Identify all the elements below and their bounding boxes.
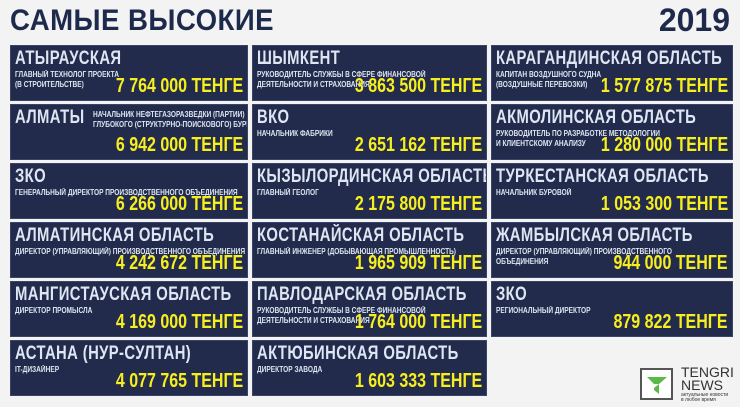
job-title: НАЧАЛЬНИК НЕФТЕГАЗОРАЗВЕДКИ (ПАРТИИ) ГЛУ… — [93, 110, 247, 129]
job-title: ГЛАВНЫЙ ТЕХНОЛОГ ПРОЕКТА (В СТРОИТЕЛЬСТВ… — [15, 70, 119, 89]
job-title: ГЛАВНЫЙ ИНЖЕНЕР (ДОБЫВАЮЩАЯ ПРОМЫШЛЕННОС… — [257, 247, 456, 256]
salary-amount: 3 863 500 ТЕНГЕ — [354, 75, 482, 97]
job-title: ДИРЕКТОР (УПРАВЛЯЮЩИЙ) ПРОИЗВОДСТВЕННОГО… — [15, 247, 246, 256]
salary-amount: 6 942 000 ТЕНГЕ — [115, 134, 243, 156]
region-name: АТЫРАУСКАЯ — [15, 48, 122, 69]
salary-card: КАРАГАНДИНСКАЯ ОБЛАСТЬ КАПИТАН ВОЗДУШНОГ… — [491, 45, 733, 101]
job-title: ДИРЕКТОР (УПРАВЛЯЮЩИЙ) ПРОИЗВОДСТВЕННОГО… — [496, 247, 672, 266]
region-name: ЖАМБЫЛСКАЯ ОБЛАСТЬ — [496, 225, 693, 246]
region-name: КАРАГАНДИНСКАЯ ОБЛАСТЬ — [496, 48, 723, 69]
salary-amount: 1 965 909 ТЕНГЕ — [354, 252, 482, 274]
region-name: ПАВЛОДАРСКАЯ ОБЛАСТЬ — [257, 284, 467, 305]
salary-amount: 2 175 800 ТЕНГЕ — [354, 193, 482, 215]
salary-amount: 1 764 000 ТЕНГЕ — [354, 311, 482, 333]
region-name: КОСТАНАЙСКАЯ ОБЛАСТЬ — [257, 225, 465, 246]
salary-card: МАНГИСТАУСКАЯ ОБЛАСТЬ ДИРЕКТОР ПРОМЫСЛА … — [10, 281, 248, 337]
salary-card: ЖАМБЫЛСКАЯ ОБЛАСТЬ ДИРЕКТОР (УПРАВЛЯЮЩИЙ… — [491, 222, 733, 278]
job-title: РУКОВОДИТЕЛЬ ПО РАЗРАБОТКЕ МЕТОДОЛОГИИ И… — [496, 129, 660, 148]
logo-tagline: актуальные новости в любое время — [681, 392, 729, 403]
job-title: РУКОВОДИТЕЛЬ СЛУЖБЫ В СФЕРЕ ФИНАНСОВОЙ Д… — [257, 306, 426, 325]
salary-amount: 4 169 000 ТЕНГЕ — [115, 311, 243, 333]
page-title: САМЫЕ ВЫСОКИЕ — [10, 4, 275, 37]
salary-card: АЛМАТИНСКАЯ ОБЛАСТЬ ДИРЕКТОР (УПРАВЛЯЮЩИ… — [10, 222, 248, 278]
region-name: ЗКО — [15, 166, 47, 187]
salary-card: ШЫМКЕНТ РУКОВОДИТЕЛЬ СЛУЖБЫ В СФЕРЕ ФИНА… — [252, 45, 487, 101]
region-name: ШЫМКЕНТ — [257, 48, 341, 69]
region-name: АКТЮБИНСКАЯ ОБЛАСТЬ — [257, 343, 459, 364]
salary-amount: 4 242 672 ТЕНГЕ — [115, 252, 243, 274]
job-title: IT-ДИЗАЙНЕР — [15, 365, 60, 374]
salary-amount: 879 822 ТЕНГЕ — [613, 311, 728, 333]
salary-card: ВКО НАЧАЛЬНИК ФАБРИКИ 2 651 162 ТЕНГЕ — [252, 104, 487, 160]
salary-amount: 1 053 300 ТЕНГЕ — [600, 193, 728, 215]
salary-card: ЗКО ГЕНЕРАЛЬНЫЙ ДИРЕКТОР ПРОИЗВОДСТВЕННО… — [10, 163, 248, 219]
region-name: ЗКО — [496, 284, 528, 305]
job-title: КАПИТАН ВОЗДУШНОГО СУДНА (ВОЗДУШНЫЕ ПЕРЕ… — [496, 70, 602, 89]
salary-card: АСТАНА (НУР-СУЛТАН) IT-ДИЗАЙНЕР 4 077 76… — [10, 340, 248, 396]
region-name: КЫЗЫЛОРДИНСКАЯ ОБЛАСТЬ — [257, 166, 487, 187]
region-name: АЛМАТИНСКАЯ ОБЛАСТЬ — [15, 225, 215, 246]
salary-card: ПАВЛОДАРСКАЯ ОБЛАСТЬ РУКОВОДИТЕЛЬ СЛУЖБЫ… — [252, 281, 487, 337]
salary-amount: 1 603 333 ТЕНГЕ — [354, 370, 482, 392]
salary-amount: 1 280 000 ТЕНГЕ — [600, 134, 728, 156]
region-name: ВКО — [257, 107, 290, 128]
region-name: ТУРКЕСТАНСКАЯ ОБЛАСТЬ — [496, 166, 709, 187]
salary-amount: 7 764 000 ТЕНГЕ — [115, 75, 243, 97]
region-name: МАНГИСТАУСКАЯ ОБЛАСТЬ — [15, 284, 232, 305]
salary-card: КЫЗЫЛОРДИНСКАЯ ОБЛАСТЬ ГЛАВНЫЙ ГЕОЛОГ 2 … — [252, 163, 487, 219]
salary-grid: АТЫРАУСКАЯ ГЛАВНЫЙ ТЕХНОЛОГ ПРОЕКТА (В С… — [10, 45, 734, 396]
job-title: НАЧАЛЬНИК ФАБРИКИ — [257, 129, 333, 138]
job-title: ГЕНЕРАЛЬНЫЙ ДИРЕКТОР ПРОИЗВОДСТВЕННОГО О… — [15, 188, 238, 197]
region-name: АЛМАТЫ — [15, 107, 85, 128]
region-name: АКМОЛИНСКАЯ ОБЛАСТЬ — [496, 107, 697, 128]
job-title: НАЧАЛЬНИК БУРОВОЙ — [496, 188, 572, 197]
salary-amount: 944 000 ТЕНГЕ — [613, 252, 728, 274]
salary-amount: 6 266 000 ТЕНГЕ — [115, 193, 243, 215]
job-title: ГЛАВНЫЙ ГЕОЛОГ — [257, 188, 319, 197]
salary-amount: 4 077 765 ТЕНГЕ — [115, 370, 243, 392]
job-title: ДИРЕКТОР ЗАВОДА — [257, 365, 323, 374]
salary-card: ТУРКЕСТАНСКАЯ ОБЛАСТЬ НАЧАЛЬНИК БУРОВОЙ … — [491, 163, 733, 219]
salary-card: АЛМАТЫ НАЧАЛЬНИК НЕФТЕГАЗОРАЗВЕДКИ (ПАРТ… — [10, 104, 248, 160]
year-label: 2019 — [658, 2, 730, 38]
salary-card: КОСТАНАЙСКАЯ ОБЛАСТЬ ГЛАВНЫЙ ИНЖЕНЕР (ДО… — [252, 222, 487, 278]
salary-card: ЗКО РЕГИОНАЛЬНЫЙ ДИРЕКТОР 879 822 ТЕНГЕ — [491, 281, 733, 337]
job-title: ДИРЕКТОР ПРОМЫСЛА — [15, 306, 93, 315]
logo-brand: TENGRI NEWS — [681, 364, 734, 393]
salary-amount: 2 651 162 ТЕНГЕ — [354, 134, 482, 156]
job-title: РУКОВОДИТЕЛЬ СЛУЖБЫ В СФЕРЕ ФИНАНСОВОЙ Д… — [257, 70, 426, 89]
region-name: АСТАНА (НУР-СУЛТАН) — [15, 343, 192, 364]
salary-card: АТЫРАУСКАЯ ГЛАВНЫЙ ТЕХНОЛОГ ПРОЕКТА (В С… — [10, 45, 248, 101]
job-title: РЕГИОНАЛЬНЫЙ ДИРЕКТОР — [496, 306, 591, 315]
salary-card: АКТЮБИНСКАЯ ОБЛАСТЬ ДИРЕКТОР ЗАВОДА 1 60… — [252, 340, 487, 396]
salary-card: АКМОЛИНСКАЯ ОБЛАСТЬ РУКОВОДИТЕЛЬ ПО РАЗР… — [491, 104, 733, 160]
salary-amount: 1 577 875 ТЕНГЕ — [600, 75, 728, 97]
tengri-news-logo-icon — [640, 368, 673, 400]
